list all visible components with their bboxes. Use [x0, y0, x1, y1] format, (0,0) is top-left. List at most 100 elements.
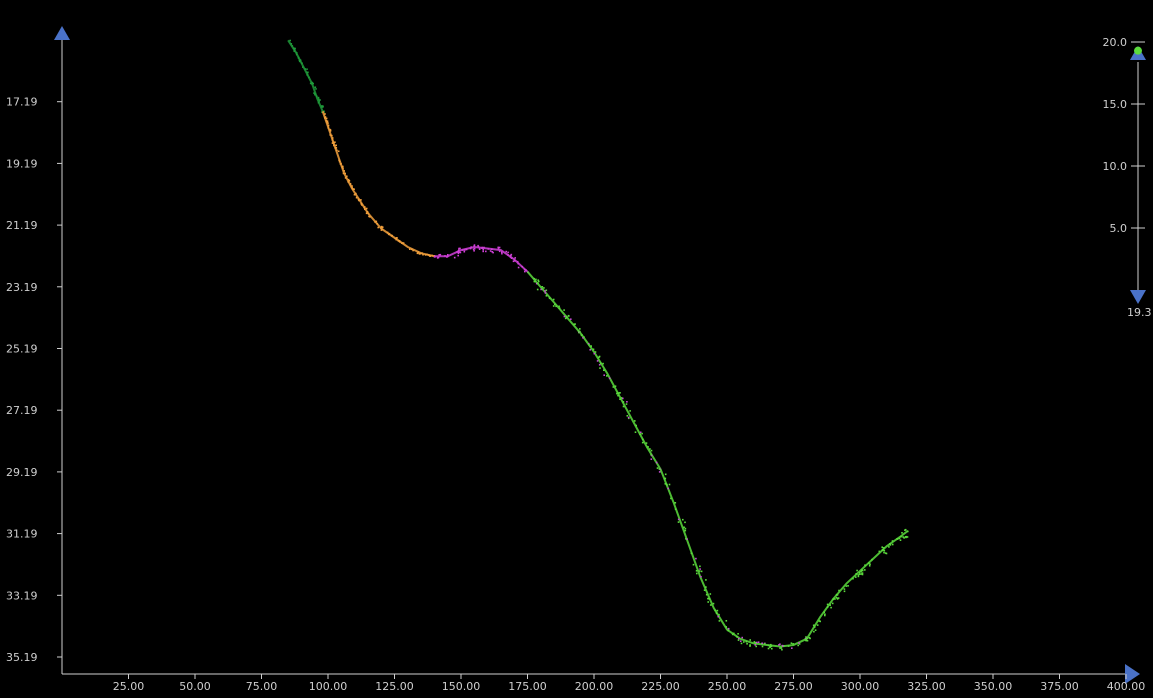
data-point	[458, 247, 460, 250]
data-point	[333, 144, 335, 146]
data-point	[805, 636, 807, 638]
data-point	[344, 172, 346, 175]
data-point	[429, 255, 431, 257]
data-point	[306, 74, 308, 76]
data-point	[540, 288, 542, 291]
data-point	[439, 253, 442, 256]
data-point	[321, 106, 323, 108]
data-point	[537, 279, 539, 281]
data-point	[767, 644, 770, 647]
data-point	[509, 256, 512, 258]
data-point	[563, 309, 565, 311]
legend-slider-marker[interactable]	[1134, 46, 1142, 55]
data-point	[457, 252, 460, 254]
data-point	[458, 249, 460, 251]
data-point	[327, 127, 330, 129]
data-point	[749, 645, 751, 647]
data-point	[346, 175, 348, 178]
data-point	[882, 547, 885, 549]
data-point	[514, 257, 516, 259]
x-tick-label: 350.00	[974, 680, 1013, 693]
data-point	[548, 297, 551, 300]
data-point	[901, 532, 903, 534]
data-point	[868, 562, 870, 564]
data-point	[779, 647, 781, 649]
data-point	[491, 251, 493, 253]
data-series	[433, 244, 529, 273]
data-point	[352, 188, 354, 190]
data-point	[563, 315, 566, 318]
data-point	[507, 251, 509, 254]
x-axis-right-arrow-icon[interactable]	[1125, 664, 1140, 684]
data-point	[790, 642, 793, 644]
data-point	[355, 196, 358, 199]
data-point	[823, 611, 825, 613]
data-point	[885, 552, 888, 555]
y-axis-up-arrow-icon[interactable]	[54, 26, 70, 40]
data-point	[312, 82, 314, 85]
data-point	[889, 544, 892, 546]
data-point	[639, 433, 641, 435]
data-point	[888, 546, 890, 548]
data-point	[843, 588, 846, 590]
data-point	[606, 375, 608, 377]
data-point	[293, 47, 295, 49]
data-point	[347, 181, 349, 183]
data-point	[587, 342, 590, 345]
data-point	[830, 606, 832, 609]
data-point	[755, 645, 757, 648]
data-point	[725, 620, 728, 622]
data-point	[555, 305, 557, 308]
data-point	[533, 277, 535, 280]
data-point	[507, 254, 509, 256]
data-series	[659, 468, 811, 651]
data-point	[858, 571, 861, 574]
data-point	[684, 521, 686, 524]
data-point	[664, 477, 667, 480]
data-point	[336, 149, 338, 152]
data-point	[616, 392, 618, 395]
data-point	[348, 180, 351, 182]
data-point	[641, 432, 643, 435]
legend-down-arrow-icon[interactable]	[1130, 290, 1146, 304]
data-point	[349, 183, 352, 186]
data-point	[334, 141, 336, 143]
data-point	[498, 250, 501, 253]
data-point	[612, 386, 615, 388]
data-point	[353, 188, 355, 190]
data-point	[347, 178, 350, 181]
data-point	[837, 597, 840, 599]
data-point	[743, 641, 745, 643]
legend-bottom-label: 19.3	[1127, 306, 1152, 319]
data-point	[510, 257, 513, 259]
data-point	[351, 186, 353, 189]
data-point	[462, 249, 464, 251]
data-point	[366, 211, 369, 213]
data-point	[861, 569, 863, 572]
data-point	[437, 256, 440, 259]
data-point	[690, 552, 693, 555]
data-point	[340, 162, 342, 165]
data-point	[327, 122, 329, 124]
data-point	[700, 570, 703, 573]
data-point	[446, 256, 448, 258]
data-point	[685, 538, 687, 540]
data-point	[780, 647, 783, 649]
x-tick-label: 200.00	[575, 680, 614, 693]
data-point	[368, 215, 370, 218]
data-point	[889, 543, 891, 545]
data-point	[376, 223, 378, 225]
data-point	[349, 182, 352, 185]
data-point	[309, 82, 312, 85]
data-point	[684, 527, 687, 530]
data-point	[812, 624, 815, 627]
data-point	[736, 636, 738, 638]
data-point	[622, 397, 624, 400]
data-point	[444, 255, 446, 257]
data-point	[558, 307, 561, 309]
series-line	[287, 39, 324, 112]
data-series	[805, 528, 909, 642]
data-point	[543, 287, 545, 289]
color-scale-legend[interactable]: 19.3 20.0 15.0 10.0 5.0	[1103, 36, 1152, 319]
